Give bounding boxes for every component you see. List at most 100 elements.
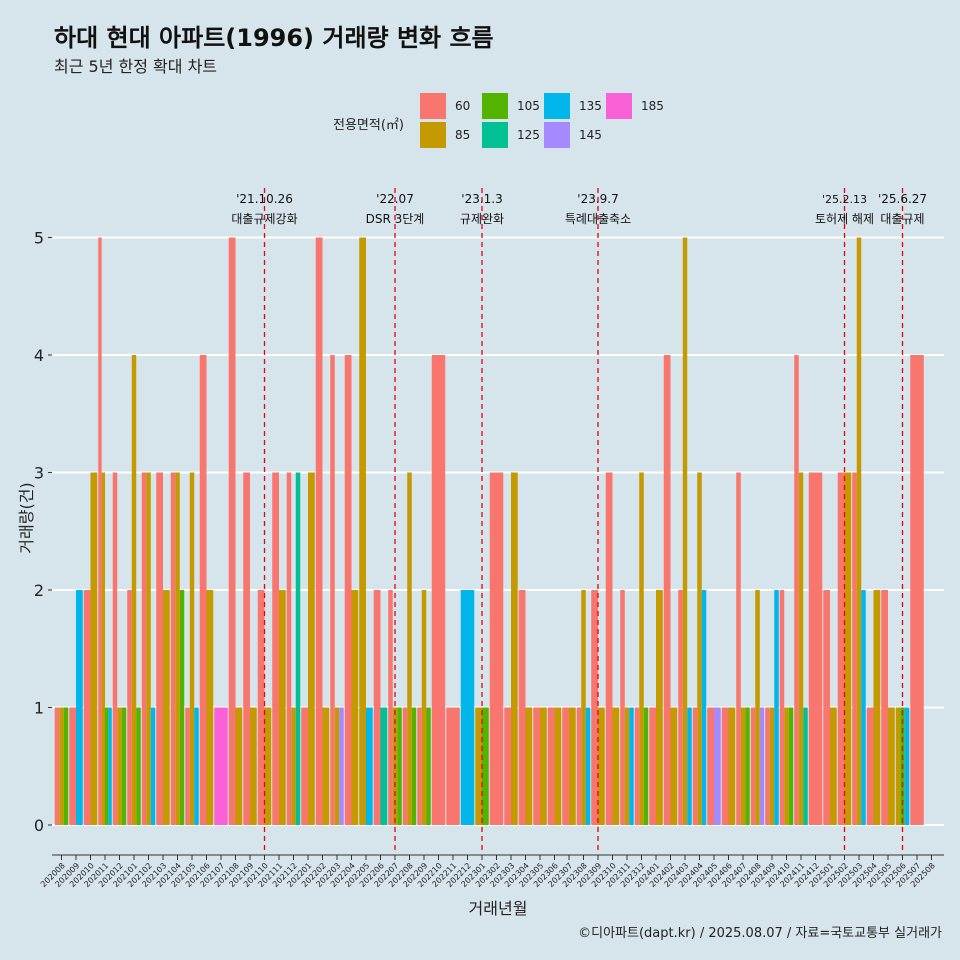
bar-202203-85	[334, 707, 340, 825]
bar-202404-135	[701, 590, 707, 825]
y-axis-title: 거래량(건)	[17, 482, 36, 553]
legend-key-60	[420, 93, 446, 119]
bar-202105-135	[194, 707, 199, 825]
bar-202110-85	[264, 707, 272, 825]
bar-202405-60	[707, 707, 714, 825]
bar-202011-60	[98, 237, 102, 825]
bar-202105-60	[185, 707, 190, 825]
bar-202502-60	[837, 472, 845, 825]
bar-202403-85	[682, 237, 688, 825]
bar-202106-60	[199, 355, 207, 825]
bar-202402-60	[663, 355, 671, 825]
bar-202407-105	[745, 707, 750, 825]
bar-202408-85	[755, 590, 760, 825]
bar-202504-60	[866, 707, 874, 825]
event-label: 토허제 해제	[815, 212, 874, 226]
bar-202208-85	[407, 472, 412, 825]
bar-202011-105	[105, 707, 109, 825]
event-label: DSR 3단계	[366, 212, 425, 226]
chart-subtitle: 최근 5년 한정 확대 차트	[54, 57, 218, 76]
bar-202204-85	[351, 590, 359, 825]
bar-202309-60	[591, 590, 598, 825]
bar-202208-105	[411, 707, 417, 825]
legend-label-60: 60	[455, 99, 471, 113]
bar-202503-135	[861, 590, 866, 825]
bar-202212-135	[460, 590, 475, 825]
bar-202210-60	[431, 355, 446, 825]
bar-202111-60	[272, 472, 279, 825]
bar-202312-60	[634, 707, 640, 825]
bar-202101-85	[131, 355, 137, 825]
bar-202009-135	[76, 590, 83, 825]
bar-202409-60	[765, 707, 770, 825]
bar-202211-60	[446, 707, 460, 825]
legend-label-135: 135	[579, 99, 602, 113]
bar-202207-105	[397, 707, 402, 825]
event-date: '23.1.3	[461, 192, 502, 206]
y-tick-label: 0	[34, 816, 44, 835]
bar-202205-85	[359, 237, 366, 825]
bar-202301-85	[475, 707, 482, 825]
bar-202408-145	[759, 707, 765, 825]
bar-202108-85	[235, 707, 243, 825]
event-label: 규제완화	[460, 212, 504, 226]
bar-202112-85	[291, 707, 296, 825]
bar-202206-60	[373, 590, 381, 825]
bar-202010-60	[83, 590, 91, 825]
bar-202312-105	[643, 707, 649, 825]
bar-202202-85	[322, 707, 330, 825]
legend-key-185	[606, 93, 632, 119]
bar-202501-85	[830, 707, 837, 825]
bar-202102-135	[150, 707, 156, 825]
bar-202201-85	[308, 472, 315, 825]
bar-202308-85	[581, 590, 586, 825]
bar-202306-60	[547, 707, 555, 825]
legend-key-135	[544, 93, 570, 119]
bar-202505-85	[888, 707, 895, 825]
legend-key-125	[482, 122, 508, 148]
bar-202301-105	[482, 707, 489, 825]
bar-202112-125	[295, 472, 301, 825]
source-caption: ©디아파트(dapt.kr) / 2025.08.07 / 자료=국토교통부 실…	[578, 926, 942, 941]
bar-202401-60	[649, 707, 656, 825]
bar-202410-105	[788, 707, 794, 825]
bar-202410-85	[784, 707, 789, 825]
bar-202303-85	[511, 472, 518, 825]
bar-202305-60	[533, 707, 540, 825]
bar-202202-60	[315, 237, 323, 825]
bar-202308-135	[585, 707, 591, 825]
bar-202411-85	[798, 472, 804, 825]
bar-202108-60	[228, 237, 236, 825]
bar-202204-60	[344, 355, 352, 825]
bar-202201-60	[301, 707, 308, 825]
bar-202504-85	[873, 590, 881, 825]
legend-title: 전용면적(㎡)	[333, 118, 404, 133]
bar-202102-60	[141, 472, 147, 825]
bar-202303-60	[504, 707, 511, 825]
x-axis-title: 거래년월	[469, 899, 528, 918]
y-tick-label: 3	[34, 464, 44, 483]
bar-202008-105	[63, 707, 69, 825]
bar-202311-85	[624, 707, 630, 825]
bar-202503-60	[852, 472, 857, 825]
bar-202302-60	[489, 472, 504, 825]
bar-202105-85	[189, 472, 195, 825]
bar-202205-135	[366, 707, 373, 825]
bar-202012-105	[121, 707, 127, 825]
bar-202012-60	[112, 472, 118, 825]
bar-202503-85	[856, 237, 862, 825]
event-date: '21.10.26	[236, 192, 293, 206]
bar-202411-60	[794, 355, 799, 825]
legend-key-85	[420, 122, 446, 148]
bar-202304-85	[525, 707, 533, 825]
bar-202412-60	[808, 472, 823, 825]
y-tick-label: 1	[34, 699, 44, 718]
bar-202305-85	[540, 707, 547, 825]
bar-202206-125	[380, 707, 388, 825]
bar-202407-60	[736, 472, 741, 825]
bar-202012-85	[117, 707, 122, 825]
bar-202009-60	[69, 707, 76, 825]
bar-202102-85	[146, 472, 151, 825]
